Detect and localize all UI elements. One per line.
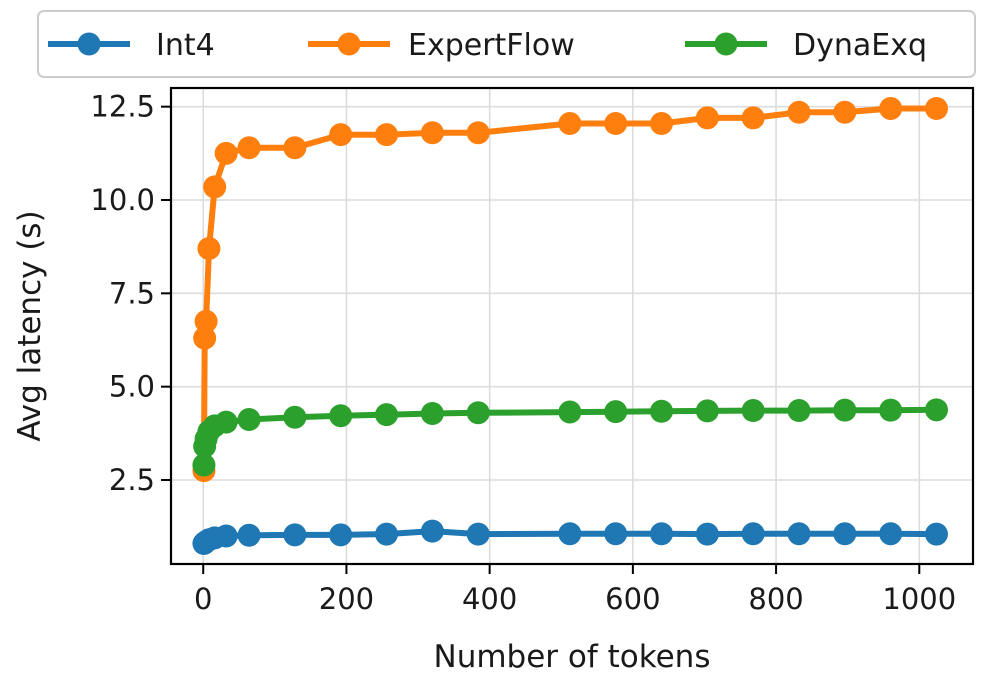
legend-marker — [337, 32, 361, 56]
x-tick-label: 0 — [194, 582, 212, 616]
legend-marker — [77, 32, 101, 56]
data-point — [466, 401, 490, 425]
data-point — [214, 410, 238, 434]
y-tick-label: 10.0 — [90, 183, 155, 217]
y-tick-label: 12.5 — [90, 90, 155, 124]
data-point — [741, 522, 765, 546]
y-tick-label: 2.5 — [109, 463, 155, 497]
data-point — [604, 111, 628, 135]
data-point — [214, 524, 238, 548]
data-point — [650, 522, 674, 546]
x-tick-label: 200 — [319, 582, 374, 616]
data-point — [558, 111, 582, 135]
plot-frame — [169, 86, 975, 566]
legend-marker — [714, 32, 738, 56]
data-point — [375, 123, 399, 147]
data-point — [650, 399, 674, 423]
data-point — [214, 141, 238, 165]
series-expertflow — [192, 97, 948, 483]
data-point — [420, 121, 444, 145]
data-point — [787, 522, 811, 546]
data-point — [237, 408, 261, 432]
legend-box — [37, 10, 976, 78]
data-point — [466, 121, 490, 145]
x-axis-label: Number of tokens — [434, 639, 711, 675]
data-point — [879, 97, 903, 121]
x-tick-label: 800 — [748, 582, 803, 616]
data-point — [650, 111, 674, 135]
data-point — [192, 453, 216, 477]
data-point — [604, 522, 628, 546]
data-point — [604, 400, 628, 424]
legend: Int4 ExpertFlow DynaExq — [37, 10, 976, 78]
legend-label: DynaExq — [793, 28, 927, 63]
legend-label: ExpertFlow — [408, 28, 575, 63]
data-point — [558, 400, 582, 424]
data-point — [193, 326, 217, 350]
data-point — [833, 100, 857, 124]
data-point — [283, 405, 307, 429]
data-point — [329, 523, 353, 547]
data-point — [695, 399, 719, 423]
data-point — [283, 523, 307, 547]
data-point — [924, 97, 948, 121]
data-point — [203, 175, 227, 199]
data-point — [787, 100, 811, 124]
data-point — [695, 522, 719, 546]
data-point — [879, 522, 903, 546]
legend-item-dynaexq: DynaExq — [685, 28, 927, 63]
y-tick-label: 7.5 — [109, 276, 155, 310]
x-tick-label: 400 — [462, 582, 517, 616]
data-point — [741, 106, 765, 130]
data-point — [375, 522, 399, 546]
data-point — [466, 522, 490, 546]
data-point — [283, 136, 307, 160]
series-int4 — [192, 519, 948, 555]
legend-item-int4: Int4 — [48, 28, 215, 63]
data-point — [375, 403, 399, 427]
legend-item-expertflow: ExpertFlow — [308, 28, 575, 63]
data-point — [329, 404, 353, 428]
data-point — [741, 399, 765, 423]
data-point — [924, 398, 948, 422]
data-point — [833, 398, 857, 422]
series-layer — [192, 97, 948, 555]
data-point — [695, 106, 719, 130]
data-point — [197, 237, 221, 261]
data-point — [237, 523, 261, 547]
x-tick-label: 1000 — [882, 582, 956, 616]
data-point — [420, 402, 444, 426]
y-axis-label: Avg latency (s) — [12, 210, 48, 441]
data-point — [329, 123, 353, 147]
axis-ticks: 0 200 400 600 800 1000 2.5 5.0 7.5 10.0 12.5 — [90, 90, 956, 616]
data-point — [833, 522, 857, 546]
data-point — [879, 398, 903, 422]
data-point — [558, 522, 582, 546]
y-tick-label: 5.0 — [109, 370, 155, 404]
data-point — [237, 136, 261, 160]
series-dynaexq — [192, 398, 948, 477]
data-point — [420, 519, 444, 543]
data-point — [924, 522, 948, 546]
x-tick-label: 600 — [605, 582, 660, 616]
data-point — [787, 399, 811, 423]
data-point — [194, 309, 218, 333]
grid-lines — [171, 88, 973, 564]
legend-label: Int4 — [156, 28, 215, 63]
